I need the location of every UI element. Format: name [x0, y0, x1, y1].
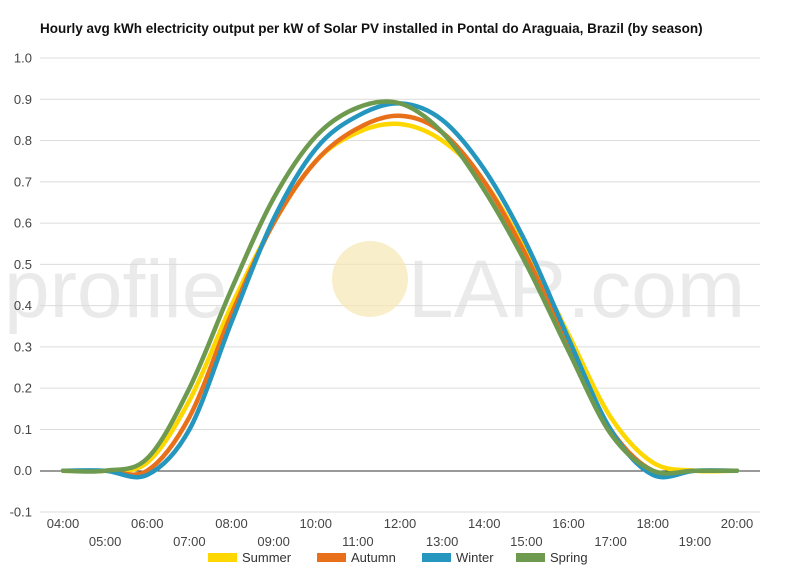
x-tick-label: 12:00 — [384, 516, 417, 531]
x-tick-label: 05:00 — [89, 534, 122, 549]
x-tick-label: 19:00 — [679, 534, 712, 549]
y-tick-label: 0.6 — [14, 216, 32, 231]
y-tick-label: 0.8 — [14, 133, 32, 148]
legend-swatch-autumn — [317, 553, 346, 562]
x-tick-label: 10:00 — [299, 516, 332, 531]
x-tick-label: 09:00 — [257, 534, 290, 549]
y-tick-label: 0.1 — [14, 422, 32, 437]
x-tick-label: 17:00 — [594, 534, 627, 549]
legend-label-autumn: Autumn — [351, 550, 396, 565]
x-tick-label: 15:00 — [510, 534, 543, 549]
y-tick-label: 0.9 — [14, 92, 32, 107]
x-tick-label: 13:00 — [426, 534, 459, 549]
legend: Summer Autumn Winter Spring — [208, 550, 588, 565]
watermark-text-right: LAR.com — [408, 244, 745, 335]
x-tick-label: 16:00 — [552, 516, 585, 531]
x-tick-label: 06:00 — [131, 516, 164, 531]
x-tick-label: 04:00 — [47, 516, 80, 531]
x-tick-label: 07:00 — [173, 534, 206, 549]
series-line-summer — [60, 121, 740, 474]
y-tick-label: -0.1 — [10, 505, 32, 520]
watermark-text-left: profile — [4, 244, 227, 335]
x-tick-label: 14:00 — [468, 516, 501, 531]
chart-title: Hourly avg kWh electricity output per kW… — [40, 21, 703, 36]
watermark: profile LAR.com — [4, 241, 745, 335]
x-tick-label: 18:00 — [636, 516, 669, 531]
series-lines — [60, 99, 740, 480]
x-tick-label: 20:00 — [721, 516, 754, 531]
y-tick-label: 0.5 — [14, 257, 32, 272]
legend-label-summer: Summer — [242, 550, 292, 565]
watermark-sun-icon — [332, 241, 408, 317]
legend-label-winter: Winter — [456, 550, 494, 565]
series-line-spring — [60, 99, 740, 476]
legend-swatch-spring — [516, 553, 545, 562]
legend-swatch-summer — [208, 553, 237, 562]
y-tick-label: 0.0 — [14, 463, 32, 478]
y-axis-ticks: -0.1 0.0 0.1 0.2 0.3 0.4 0.5 0.6 0.7 0.8 0.9 1.0 — [10, 51, 32, 520]
y-tick-label: 0.7 — [14, 174, 32, 189]
x-axis-ticks: 04:00 05:00 06:00 07:00 08:00 09:00 10:00 11:00… — [47, 516, 754, 549]
legend-swatch-winter — [422, 553, 451, 562]
legend-label-spring: Spring — [550, 550, 588, 565]
y-tick-label: 0.2 — [14, 381, 32, 396]
y-tick-label: 0.3 — [14, 339, 32, 354]
x-tick-label: 08:00 — [215, 516, 248, 531]
x-tick-label: 11:00 — [342, 534, 374, 549]
y-tick-label: 1.0 — [14, 51, 32, 66]
y-tick-label: 0.4 — [14, 298, 32, 313]
